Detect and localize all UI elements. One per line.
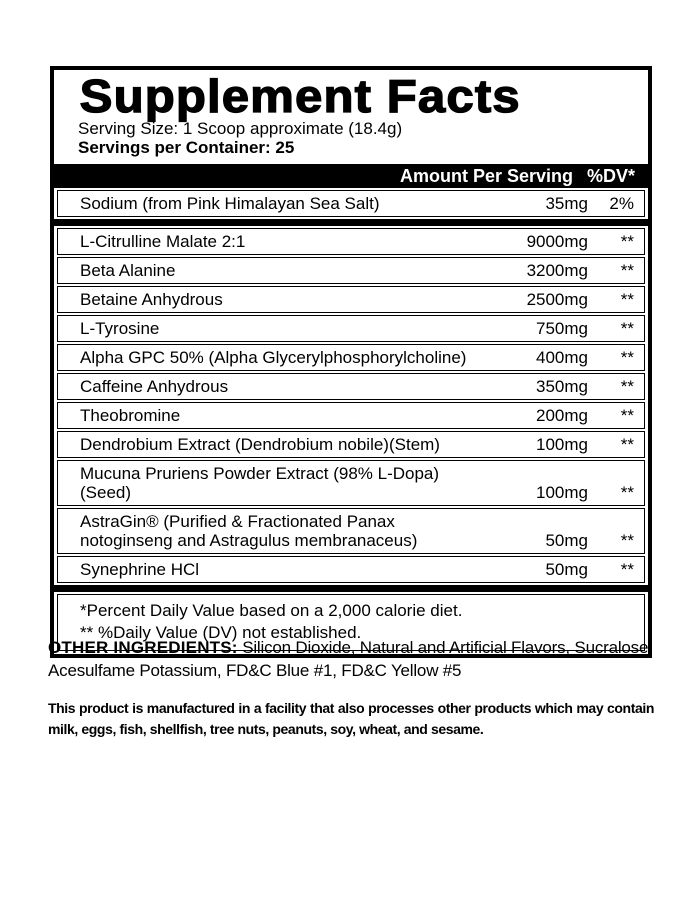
ingredient-name: L-Tyrosine <box>80 319 160 338</box>
ingredient-amount: 9000mg <box>526 232 588 251</box>
below-panel-text: OTHER INGREDIENTS: Silicon Dioxide, Natu… <box>48 636 654 740</box>
ingredient-row-dendrobium-extract: Dendrobium Extract (Dendrobium nobile)(S… <box>57 431 645 458</box>
ingredient-amount: 200mg <box>536 406 588 425</box>
amount-per-serving-header: Amount Per Serving %DV* <box>54 164 648 188</box>
nutrient-dv: 2% <box>609 194 634 213</box>
ingredient-row-beta-alanine: Beta Alanine 3200mg ** <box>57 257 645 284</box>
ingredient-row-l-tyrosine: L-Tyrosine 750mg ** <box>57 315 645 342</box>
nutrient-amount: 35mg <box>545 194 588 213</box>
ingredient-amount: 100mg <box>536 435 588 454</box>
ingredient-name: Dendrobium Extract (Dendrobium nobile)(S… <box>80 435 440 454</box>
ingredient-dv: ** <box>620 435 634 454</box>
ingredient-dv: ** <box>620 560 634 579</box>
ingredient-row-astragin: AstraGin® (Purified & Fractionated Panax… <box>57 508 645 554</box>
ingredient-name: Caffeine Anhydrous <box>80 377 229 396</box>
ingredient-dv: ** <box>620 319 634 338</box>
footnote-dv-not-established: ** %Daily Value (DV) not established. <box>80 623 362 642</box>
ingredient-row-caffeine-anhydrous: Caffeine Anhydrous 350mg ** <box>57 373 645 400</box>
ingredient-dv: ** <box>620 261 634 280</box>
ingredient-row-theobromine: Theobromine 200mg ** <box>57 402 645 429</box>
ingredient-row-mucuna-pruriens: Mucuna Pruriens Powder Extract (98% L-Do… <box>57 460 645 506</box>
ingredient-amount: 750mg <box>536 319 588 338</box>
supplement-facts-panel: Supplement Facts Serving Size: 1 Scoop a… <box>50 66 652 658</box>
panel-title-wrap: Supplement Facts <box>54 70 648 119</box>
ingredient-amount: 400mg <box>536 348 588 367</box>
ingredient-dv: ** <box>620 232 634 251</box>
panel-title: Supplement Facts <box>79 70 521 122</box>
other-ingredients-label: OTHER INGREDIENTS: <box>48 638 238 657</box>
ingredient-name: Betaine Anhydrous <box>80 290 223 309</box>
ingredient-amount: 2500mg <box>526 290 588 309</box>
ingredient-amount: 50mg <box>545 560 588 579</box>
footnotes-box: *Percent Daily Value based on a 2,000 ca… <box>57 594 645 651</box>
ingredient-name: Alpha GPC 50% (Alpha Glycerylphosphorylc… <box>80 348 467 367</box>
ingredient-amount: 350mg <box>536 377 588 396</box>
ingredient-amount: 100mg <box>536 483 588 502</box>
ingredient-amount: 3200mg <box>526 261 588 280</box>
ingredient-dv: ** <box>620 406 634 425</box>
nutrient-name: Sodium (from Pink Himalayan Sea Salt) <box>80 194 380 213</box>
ingredient-name: Synephrine HCl <box>80 560 200 579</box>
other-ingredients-paragraph: OTHER INGREDIENTS: Silicon Dioxide, Natu… <box>48 636 654 682</box>
ingredient-dv: ** <box>620 377 634 396</box>
amount-per-serving-label: Amount Per Serving <box>399 165 573 186</box>
dv-header-label: %DV* <box>586 165 635 186</box>
ingredient-dv: ** <box>620 348 634 367</box>
ingredient-row-l-citrulline-malate: L-Citrulline Malate 2:1 9000mg ** <box>57 228 645 255</box>
footnote-percent-dv: *Percent Daily Value based on a 2,000 ca… <box>80 601 463 620</box>
ingredient-dv: ** <box>620 531 634 550</box>
ingredient-name: L-Citrulline Malate 2:1 <box>80 232 246 251</box>
ingredient-row-synephrine-hcl: Synephrine HCl 50mg ** <box>57 556 645 583</box>
ingredient-row-betaine-anhydrous: Betaine Anhydrous 2500mg ** <box>57 286 645 313</box>
nutrient-row-sodium: Sodium (from Pink Himalayan Sea Salt) 35… <box>57 190 645 217</box>
ingredient-dv: ** <box>620 290 634 309</box>
allergen-notice: This product is manufactured in a facili… <box>48 700 654 737</box>
serving-size-text: Serving Size: 1 Scoop approximate (18.4g… <box>78 119 403 138</box>
ingredient-name: Mucuna Pruriens Powder Extract (98% L-Do… <box>80 464 440 502</box>
ingredient-name: Theobromine <box>80 406 181 425</box>
ingredient-name: AstraGin® (Purified & Fractionated Panax… <box>80 512 418 550</box>
ingredient-name: Beta Alanine <box>80 261 176 280</box>
section-divider <box>54 585 648 592</box>
ingredient-dv: ** <box>620 483 634 502</box>
section-divider <box>54 219 648 226</box>
other-ingredients-text: Silicon Dioxide, Natural and Artificial … <box>48 638 653 680</box>
servings-per-container-text: Servings per Container: 25 <box>78 138 295 157</box>
ingredient-row-alpha-gpc: Alpha GPC 50% (Alpha Glycerylphosphorylc… <box>57 344 645 371</box>
ingredient-amount: 50mg <box>545 531 588 550</box>
